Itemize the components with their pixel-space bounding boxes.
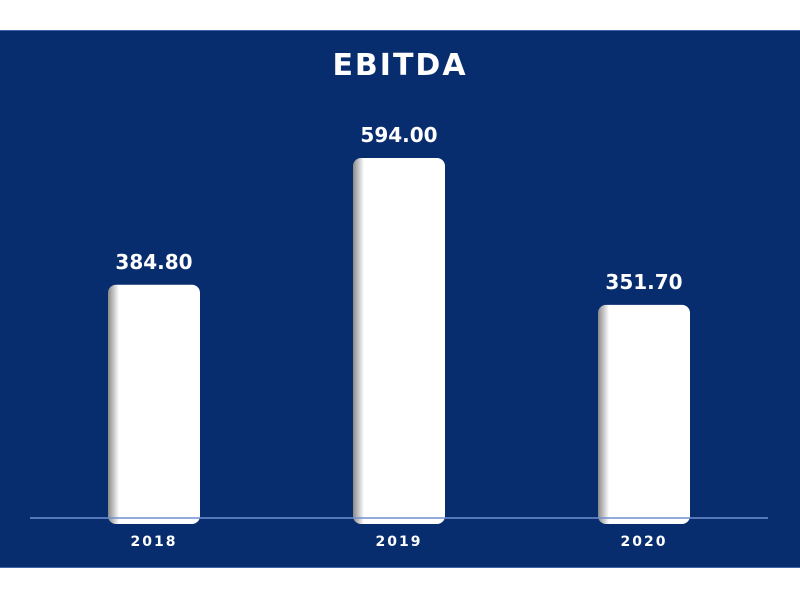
x-tick-label-2020: 2020 [621, 534, 668, 550]
chart-title: EBITDA [332, 48, 468, 83]
x-tick-label-2018: 2018 [131, 534, 178, 550]
bar-2020 [598, 304, 690, 524]
data-label-2020: 351.70 [605, 270, 682, 294]
x-tick-label-2019: 2019 [376, 534, 423, 550]
data-label-2018: 384.80 [115, 250, 192, 274]
data-label-2019: 594.00 [360, 123, 437, 147]
bar-2018 [108, 284, 200, 524]
bar-2019 [353, 158, 445, 524]
bars-layer [108, 158, 690, 524]
labels-layer: 384.80 2018 594.00 2019 351.70 2020 [115, 123, 682, 550]
